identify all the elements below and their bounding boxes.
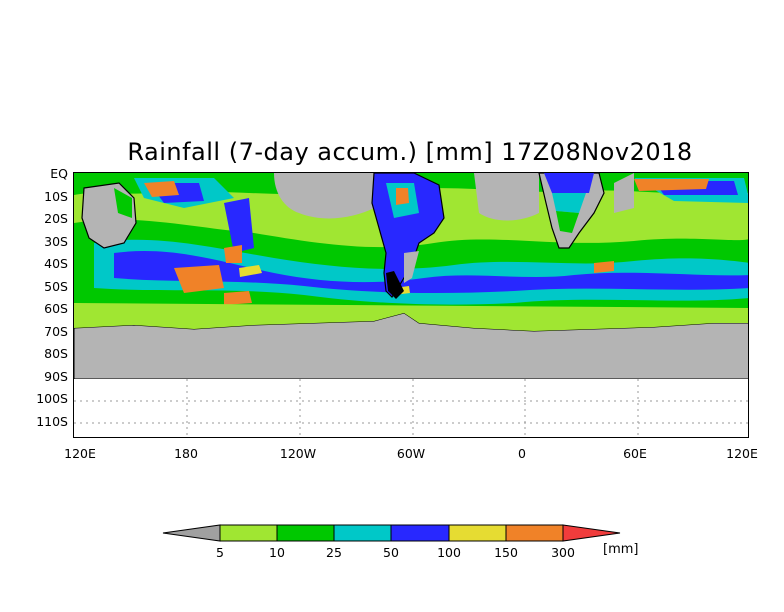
no-data-region — [74, 379, 748, 437]
colorbar-bin-5-10 — [219, 524, 278, 542]
colorbar-label-25: 25 — [326, 545, 342, 560]
lon-label-60w: 60W — [396, 446, 426, 461]
colorbar-label-300: 300 — [551, 545, 575, 560]
south-america-tip — [386, 271, 404, 299]
lon-label-180: 180 — [174, 446, 198, 461]
lon-label-120e-right: 120E — [726, 446, 758, 461]
colorbar-label-100: 100 — [437, 545, 461, 560]
lon-label-0: 0 — [518, 446, 526, 461]
lat-label-110s: 110S — [36, 414, 68, 429]
lon-label-60e: 60E — [623, 446, 647, 461]
rain-band-orange — [144, 179, 709, 305]
lat-label-eq: EQ — [50, 166, 68, 181]
colorbar-label-150: 150 — [494, 545, 518, 560]
lat-label-30s: 30S — [44, 234, 68, 249]
colorbar-label-5: 5 — [216, 545, 224, 560]
colorbar-unit: [mm] — [603, 542, 639, 557]
lat-label-60s: 60S — [44, 301, 68, 316]
lat-label-20s: 20S — [44, 211, 68, 226]
lat-label-10s: 10S — [44, 189, 68, 204]
colorbar-bin-150-300 — [505, 524, 564, 542]
lat-label-100s: 100S — [36, 391, 68, 406]
map-title: Rainfall (7-day accum.) [mm] 17Z08Nov201… — [127, 138, 693, 166]
rain-band-blue — [114, 181, 748, 294]
lat-label-40s: 40S — [44, 256, 68, 271]
colorbar-bin-10-25 — [276, 524, 335, 542]
lon-label-120e-left: 120E — [64, 446, 96, 461]
lat-label-50s: 50S — [44, 279, 68, 294]
colorbar-label-50: 50 — [383, 545, 399, 560]
colorbar-high-triangle — [562, 524, 621, 542]
rainfall-map — [73, 172, 749, 438]
dry-regions — [274, 173, 634, 221]
colorbar-label-10: 10 — [269, 545, 285, 560]
colorbar-bin-100-150 — [448, 524, 507, 542]
colorbar-bin-50-100 — [390, 524, 450, 542]
colorbar-low-triangle — [162, 524, 221, 542]
lat-label-80s: 80S — [44, 346, 68, 361]
gridlines — [74, 379, 748, 437]
lat-label-90s: 90S — [44, 369, 68, 384]
colorbar-bin-25-50 — [333, 524, 392, 542]
lat-label-70s: 70S — [44, 324, 68, 339]
lon-label-120w: 120W — [279, 446, 317, 461]
